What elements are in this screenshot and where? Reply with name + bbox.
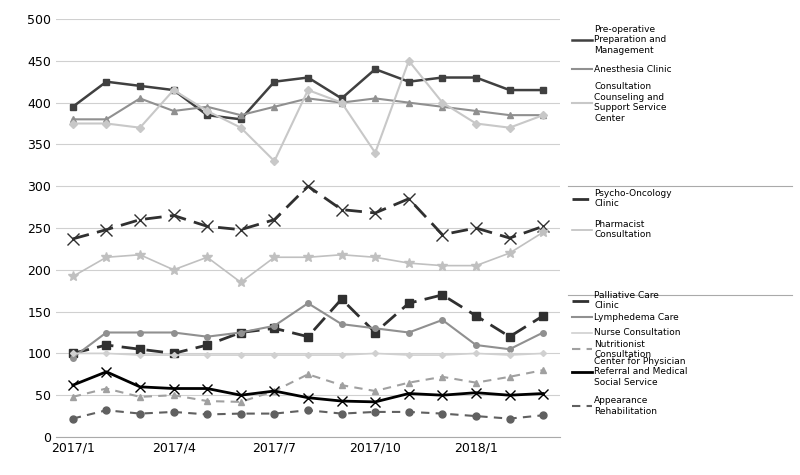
Text: Center for Physician
Referral and Medical
Social Service: Center for Physician Referral and Medica… [594, 357, 688, 387]
Text: Consultation
Counseling and
Support Service
Center: Consultation Counseling and Support Serv… [594, 83, 667, 123]
Text: Palliative Care
Clinic: Palliative Care Clinic [594, 291, 659, 311]
Text: Lymphedema Care: Lymphedema Care [594, 313, 679, 322]
Text: Nutritionist
Consultation: Nutritionist Consultation [594, 340, 651, 359]
Text: Pre-operative
Preparation and
Management: Pre-operative Preparation and Management [594, 25, 666, 55]
Text: Anesthesia Clinic: Anesthesia Clinic [594, 65, 672, 74]
Text: Nurse Consultation: Nurse Consultation [594, 328, 681, 337]
Text: Pharmacist
Consultation: Pharmacist Consultation [594, 220, 651, 239]
Text: Psycho-Oncology
Clinic: Psycho-Oncology Clinic [594, 189, 672, 209]
Text: Appearance
Rehabilitation: Appearance Rehabilitation [594, 396, 658, 416]
